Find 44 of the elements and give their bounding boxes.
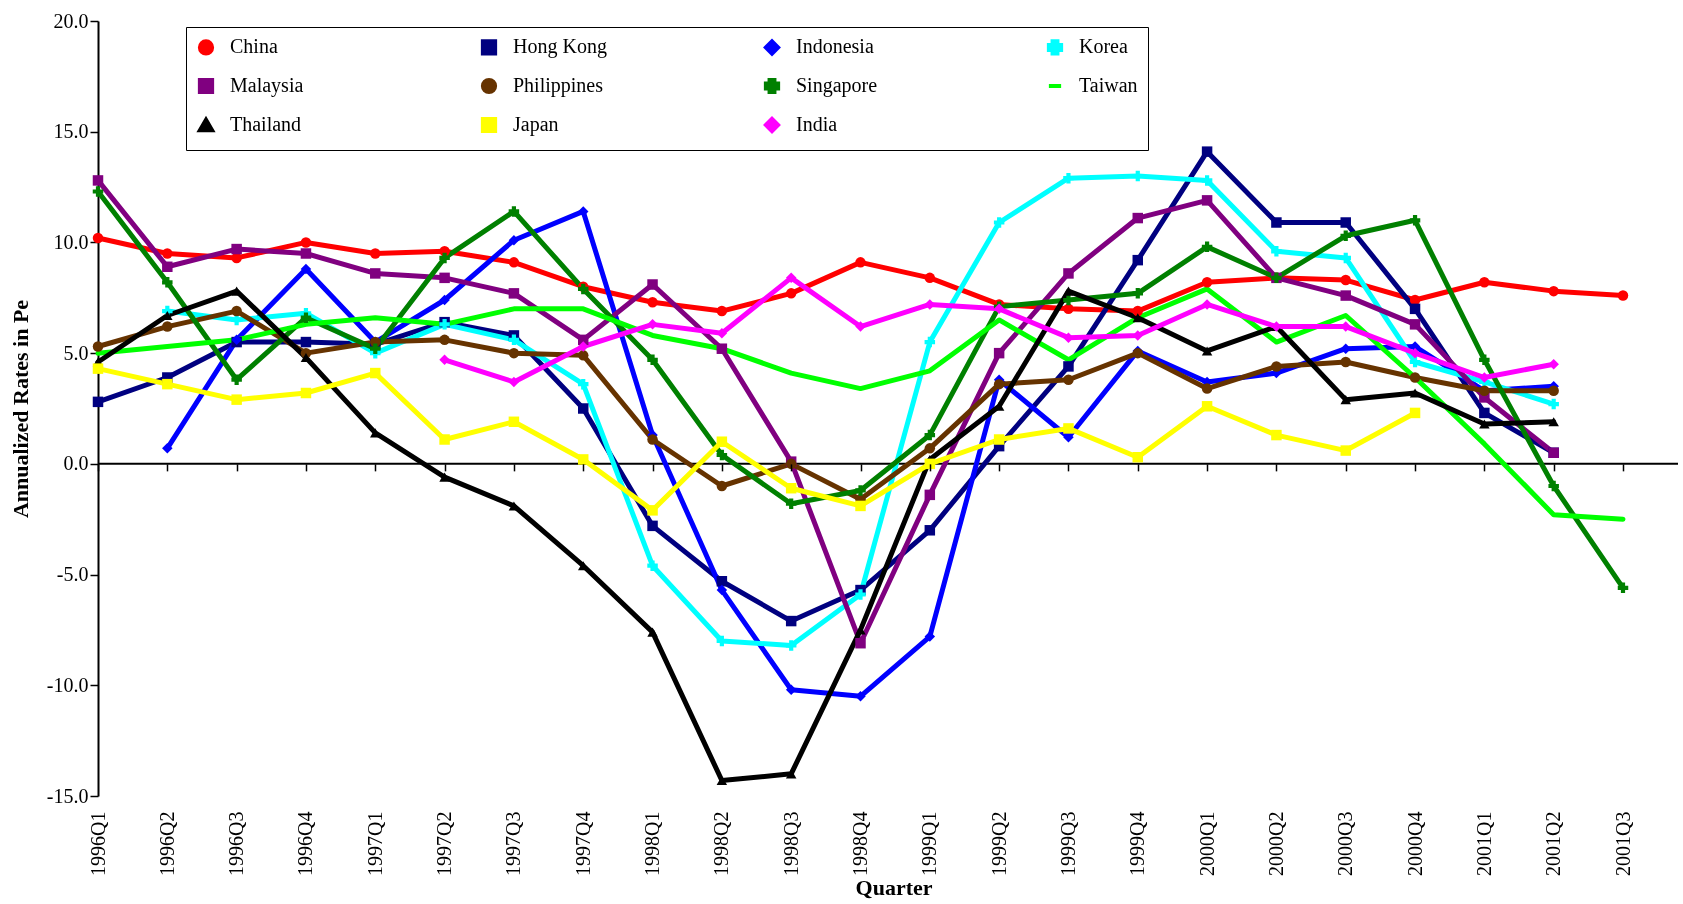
x-tick-label: 2000Q4 <box>1403 811 1426 876</box>
x-axis-title: Quarter <box>855 875 933 900</box>
x-tick-label: 1997Q2 <box>433 811 456 876</box>
legend-label: Japan <box>513 113 559 136</box>
legend-label: Indonesia <box>796 35 874 58</box>
x-tick-label: 2000Q1 <box>1195 811 1218 876</box>
legend-label: Philippines <box>513 74 604 97</box>
x-tick-label: 1998Q3 <box>779 811 802 876</box>
legend-label: India <box>796 113 838 135</box>
x-tick-label: 1997Q1 <box>363 811 386 876</box>
x-tick-label: 2001Q2 <box>1542 811 1565 876</box>
legend-label: Thailand <box>230 113 302 135</box>
y-tick-label: -15.0 <box>46 784 89 807</box>
legend-label: Korea <box>1079 35 1128 58</box>
x-tick-label: 1996Q1 <box>86 811 109 876</box>
x-tick-label: 2000Q3 <box>1334 811 1357 876</box>
x-tick-label: 1998Q2 <box>710 811 733 876</box>
x-tick-label: 1997Q4 <box>571 811 594 876</box>
legend-label: Singapore <box>796 74 878 97</box>
y-tick-label: 15.0 <box>53 120 89 143</box>
y-tick-label: -5.0 <box>56 563 89 586</box>
x-tick-label: 1999Q4 <box>1126 811 1149 876</box>
legend-label: Malaysia <box>230 74 304 97</box>
y-tick-label: -10.0 <box>46 673 89 696</box>
y-tick-label: 20.0 <box>53 9 89 32</box>
x-tick-label: 2001Q1 <box>1472 811 1495 876</box>
x-tick-label: 1999Q3 <box>1056 811 1079 876</box>
x-tick-label: 1997Q3 <box>502 811 525 876</box>
x-tick-label: 1998Q1 <box>641 811 664 876</box>
y-tick-label: 0.0 <box>63 452 89 475</box>
y-axis-title: Annualized Rates in Pe <box>7 299 33 519</box>
x-tick-label: 1996Q4 <box>294 811 317 876</box>
y-tick-label: 5.0 <box>63 341 89 364</box>
x-tick-label: 2000Q2 <box>1264 811 1287 876</box>
x-tick-label: 1996Q2 <box>155 811 178 876</box>
legend-label: Taiwan <box>1079 74 1138 96</box>
y-tick-label: 10.0 <box>53 230 89 253</box>
legend-label: China <box>230 35 278 58</box>
legend-label: Hong Kong <box>513 35 607 59</box>
x-tick-label: 1996Q3 <box>225 811 248 876</box>
x-tick-label: 1998Q4 <box>849 811 871 876</box>
x-tick-label: 2001Q3 <box>1611 811 1634 876</box>
x-tick-label: 1999Q2 <box>987 811 1010 876</box>
x-tick-label: 1999Q1 <box>918 811 941 876</box>
